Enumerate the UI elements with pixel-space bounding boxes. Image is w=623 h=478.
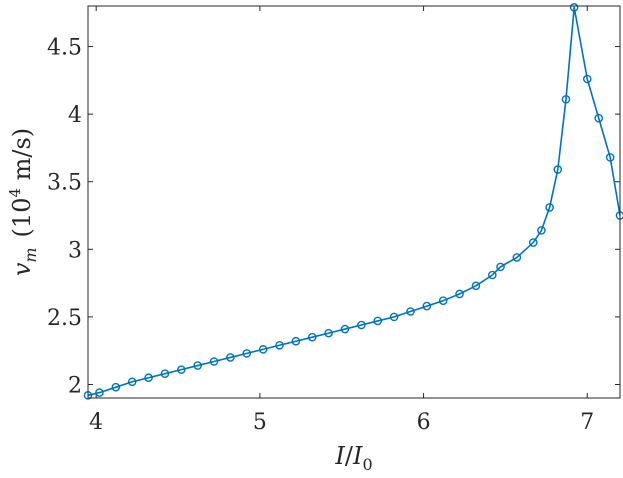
data-point bbox=[545, 203, 554, 212]
data-point bbox=[373, 316, 383, 326]
x-label-sub: 0 bbox=[362, 455, 372, 474]
y-axis-label: vm (104 m/s) bbox=[6, 128, 40, 276]
x-tick-label: 5 bbox=[253, 410, 267, 435]
data-point bbox=[144, 373, 153, 383]
data-point bbox=[512, 253, 522, 262]
data-point bbox=[242, 349, 252, 358]
data-point bbox=[455, 289, 464, 299]
data-point bbox=[340, 324, 350, 334]
data-point bbox=[582, 74, 592, 84]
data-point bbox=[488, 270, 497, 280]
x-tick-label: 4 bbox=[89, 410, 103, 435]
series-group bbox=[83, 3, 623, 400]
data-point bbox=[275, 340, 284, 350]
series-line bbox=[87, 6, 621, 397]
y-tick-label: 2.5 bbox=[47, 306, 82, 331]
y-label-open: (10 bbox=[8, 198, 36, 238]
data-point bbox=[160, 369, 170, 378]
x-axis-label: I/I0 bbox=[334, 442, 372, 474]
data-point bbox=[537, 226, 546, 235]
y-tick-label: 2 bbox=[68, 373, 82, 398]
data-point bbox=[561, 94, 571, 104]
data-point bbox=[307, 332, 317, 342]
plot-area bbox=[88, 6, 620, 398]
data-point bbox=[177, 365, 186, 374]
data-point bbox=[291, 336, 301, 346]
y-tick-label: 4.5 bbox=[47, 36, 82, 61]
ticks-group bbox=[88, 6, 620, 398]
y-label-sub: m bbox=[21, 247, 40, 262]
tick-labels-group: 4 5 6 7 2 2.5 3 3.5 4 4.5 bbox=[47, 36, 594, 435]
data-point bbox=[127, 377, 137, 387]
y-tick-label: 3 bbox=[68, 238, 82, 263]
data-point bbox=[209, 357, 219, 366]
data-point bbox=[569, 3, 579, 12]
data-point bbox=[528, 238, 538, 247]
data-point bbox=[594, 113, 604, 123]
data-point bbox=[258, 345, 268, 354]
data-point bbox=[605, 153, 615, 162]
data-point bbox=[357, 320, 366, 330]
data-point bbox=[389, 312, 399, 322]
x-label-base: I bbox=[334, 442, 345, 470]
x-tick-label: 6 bbox=[417, 410, 431, 435]
data-point bbox=[226, 353, 235, 362]
y-label-unit: m/s) bbox=[8, 128, 36, 188]
data-point bbox=[406, 307, 415, 316]
x-label-base2: I bbox=[352, 442, 363, 470]
x-tick-label: 7 bbox=[580, 410, 594, 435]
data-point bbox=[553, 165, 563, 174]
y-tick-label: 3.5 bbox=[47, 171, 82, 196]
plot-frame bbox=[87, 5, 621, 399]
data-point bbox=[324, 328, 333, 338]
data-point bbox=[438, 296, 448, 305]
data-point bbox=[193, 361, 202, 370]
y-label-var: v bbox=[8, 262, 36, 276]
data-point bbox=[111, 382, 121, 392]
data-point bbox=[471, 281, 481, 291]
data-point bbox=[496, 262, 505, 272]
x-label-slash: / bbox=[345, 442, 354, 470]
y-label-sup: 4 bbox=[6, 188, 24, 198]
data-point bbox=[422, 301, 432, 311]
y-tick-label: 4 bbox=[68, 103, 82, 128]
data-point bbox=[95, 388, 104, 397]
